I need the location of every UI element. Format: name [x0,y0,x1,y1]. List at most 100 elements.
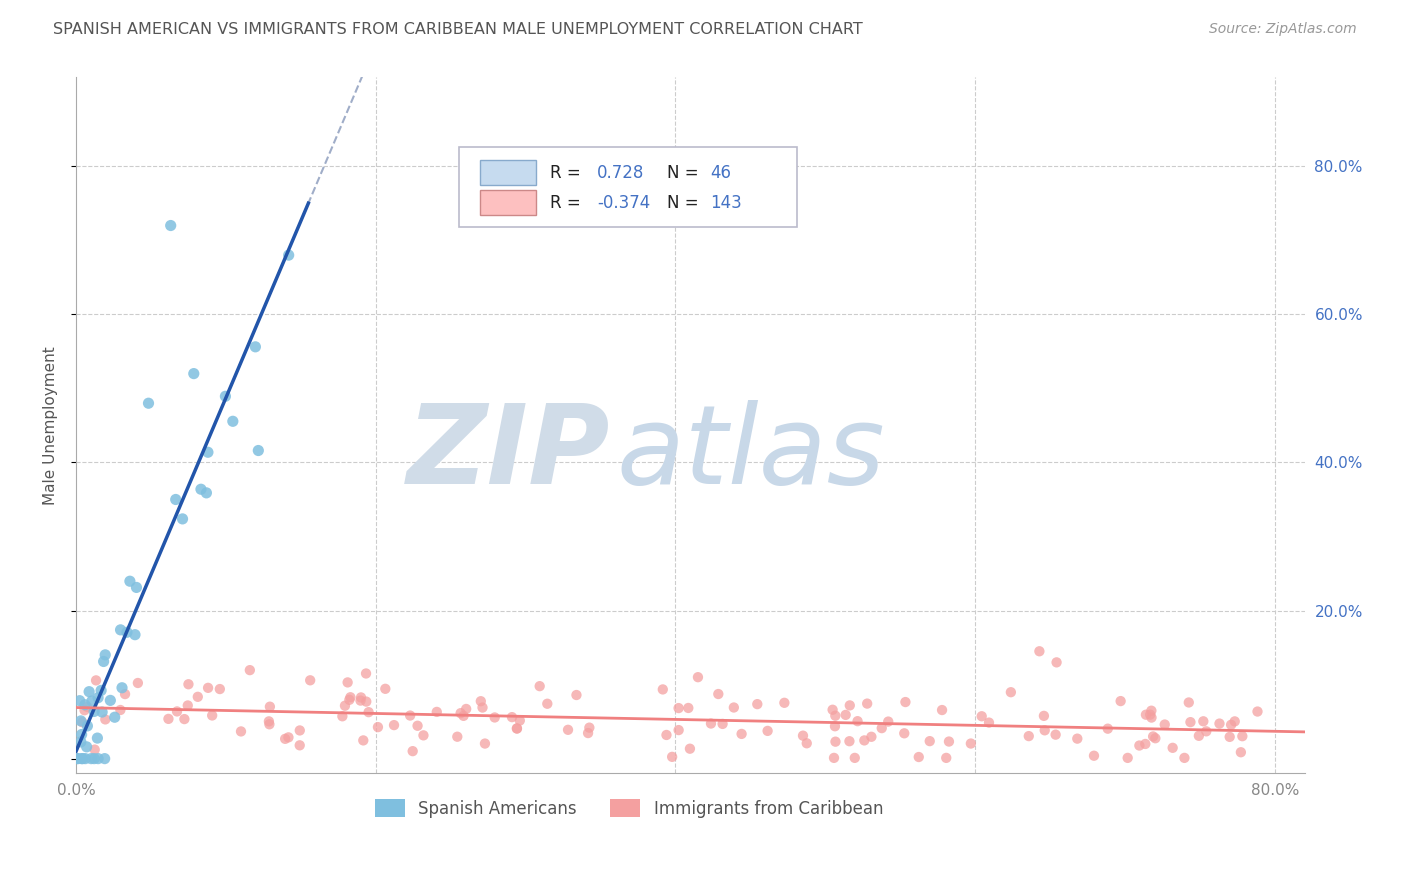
Point [1140,710,1163,724]
Point [1135,737,1157,751]
Point [668,723,690,737]
FancyBboxPatch shape [460,147,797,227]
Point [1230,745,1253,759]
Point [893,726,915,740]
Point [970,709,993,723]
Point [678,701,700,715]
Point [838,698,860,713]
Point [402,744,425,758]
Point [115,625,138,640]
Point [1066,731,1088,746]
Point [86,731,108,745]
Point [935,751,957,765]
Text: 0.728: 0.728 [598,164,644,182]
Point [70,714,93,728]
Point [977,715,1000,730]
Point [382,718,405,732]
Point [1135,707,1157,722]
Point [111,681,134,695]
Point [259,699,281,714]
Point [77,684,100,698]
Point [792,729,814,743]
Point [1219,730,1241,744]
Point [138,396,160,410]
Point [1116,751,1139,765]
Point [824,708,846,723]
FancyBboxPatch shape [481,190,536,215]
Point [80,751,103,765]
Point [679,741,702,756]
Point [877,714,900,729]
Point [938,734,960,748]
Point [93,655,115,669]
Point [1045,728,1067,742]
Text: N =: N = [666,194,704,211]
Point [73,703,96,717]
Point [484,710,506,724]
Text: ZIP: ZIP [408,400,610,507]
Point [83,742,105,756]
Point [93,751,115,765]
Point [471,700,494,714]
Point [110,623,132,637]
Point [824,719,846,733]
Point [157,712,180,726]
Point [352,733,374,747]
Text: -0.374: -0.374 [598,194,651,211]
Point [509,714,531,728]
Point [70,727,93,741]
Point [75,751,97,765]
Point [821,703,844,717]
Point [187,690,209,704]
Point [245,340,267,354]
Point [94,648,117,662]
Point [277,248,299,262]
Point [259,717,281,731]
Point [80,694,103,708]
Point [83,751,105,765]
Point [870,721,893,735]
Point [506,722,529,736]
Point [661,749,683,764]
Point [73,698,96,712]
Point [1128,739,1150,753]
Point [277,731,299,745]
Point [166,705,188,719]
Point [426,705,449,719]
Point [69,694,91,708]
Point [76,719,98,733]
Point [104,710,127,724]
Point [1045,656,1067,670]
Point [1028,644,1050,658]
Point [453,709,475,723]
Point [197,445,219,459]
Point [668,701,690,715]
Point [339,690,361,705]
Point [1223,714,1246,729]
Point [288,739,311,753]
Point [1178,696,1201,710]
Point [931,703,953,717]
Point [350,690,373,705]
Point [72,751,94,765]
Point [894,695,917,709]
Point [91,705,114,719]
Point [1142,730,1164,744]
Point [529,679,551,693]
Point [84,673,107,688]
Point [1188,729,1211,743]
Point [578,721,600,735]
Point [239,663,262,677]
Point [960,737,983,751]
Point [229,724,252,739]
Point [70,751,93,765]
Point [918,734,941,748]
Text: 143: 143 [710,194,742,211]
Point [110,703,132,717]
Point [1161,740,1184,755]
Point [299,673,322,688]
Point [127,676,149,690]
Point [474,737,496,751]
Point [824,734,846,748]
Point [356,695,378,709]
